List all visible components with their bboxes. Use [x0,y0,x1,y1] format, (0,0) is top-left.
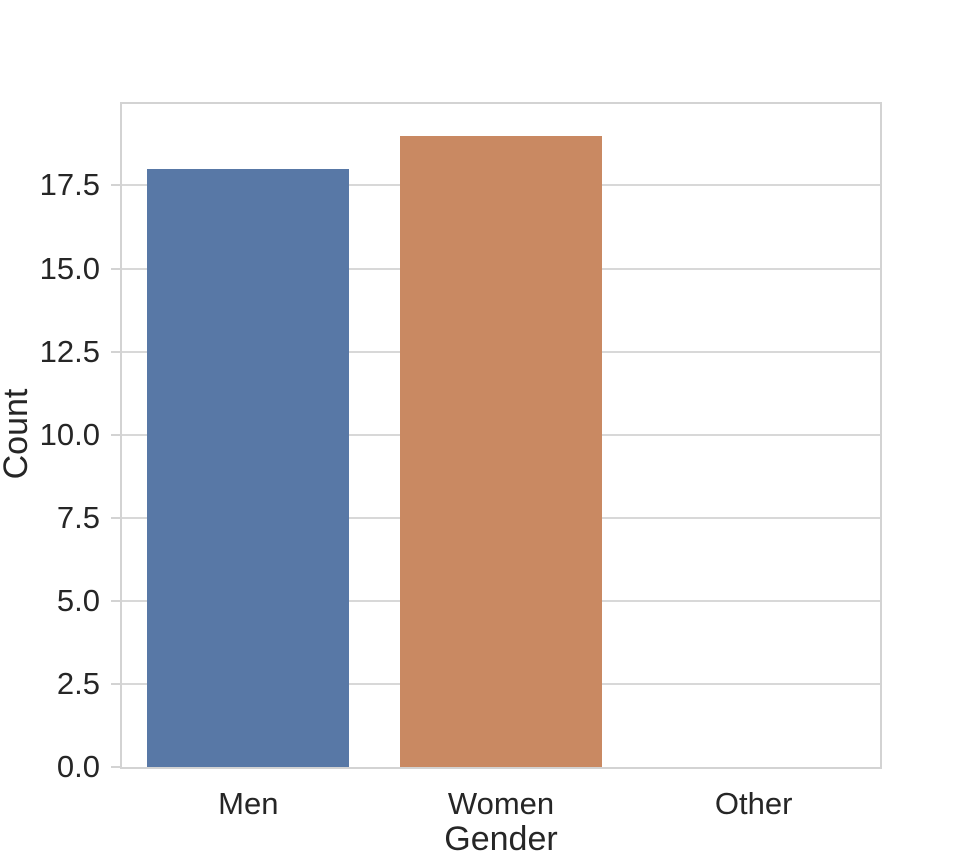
y-axis-label: Count [0,388,35,480]
y-tick-label: 0.0 [56,749,100,784]
x-tick-label: Men [218,786,279,821]
x-axis-label: Gender [444,820,558,858]
x-tick-label: Women [447,786,555,821]
y-tick-label: 10.0 [39,416,100,452]
plot-area [122,104,880,767]
y-tick [111,682,121,685]
bar-women [399,135,603,767]
y-tick [111,766,121,768]
y-tick-label: 5.0 [56,582,100,618]
bar-men [147,168,350,767]
y-tick [111,599,121,602]
y-tick [111,350,121,353]
y-tick [111,184,121,187]
x-tick-label: Other [714,786,793,821]
y-tick-label: 2.5 [56,665,100,701]
y-tick [111,267,121,270]
y-tick-label: 7.5 [56,499,100,535]
y-tick-label: 12.5 [39,333,100,369]
y-tick-label: 15.0 [39,250,100,286]
y-tick [111,433,121,436]
y-tick-label: 17.5 [39,167,100,203]
y-tick [111,516,121,519]
